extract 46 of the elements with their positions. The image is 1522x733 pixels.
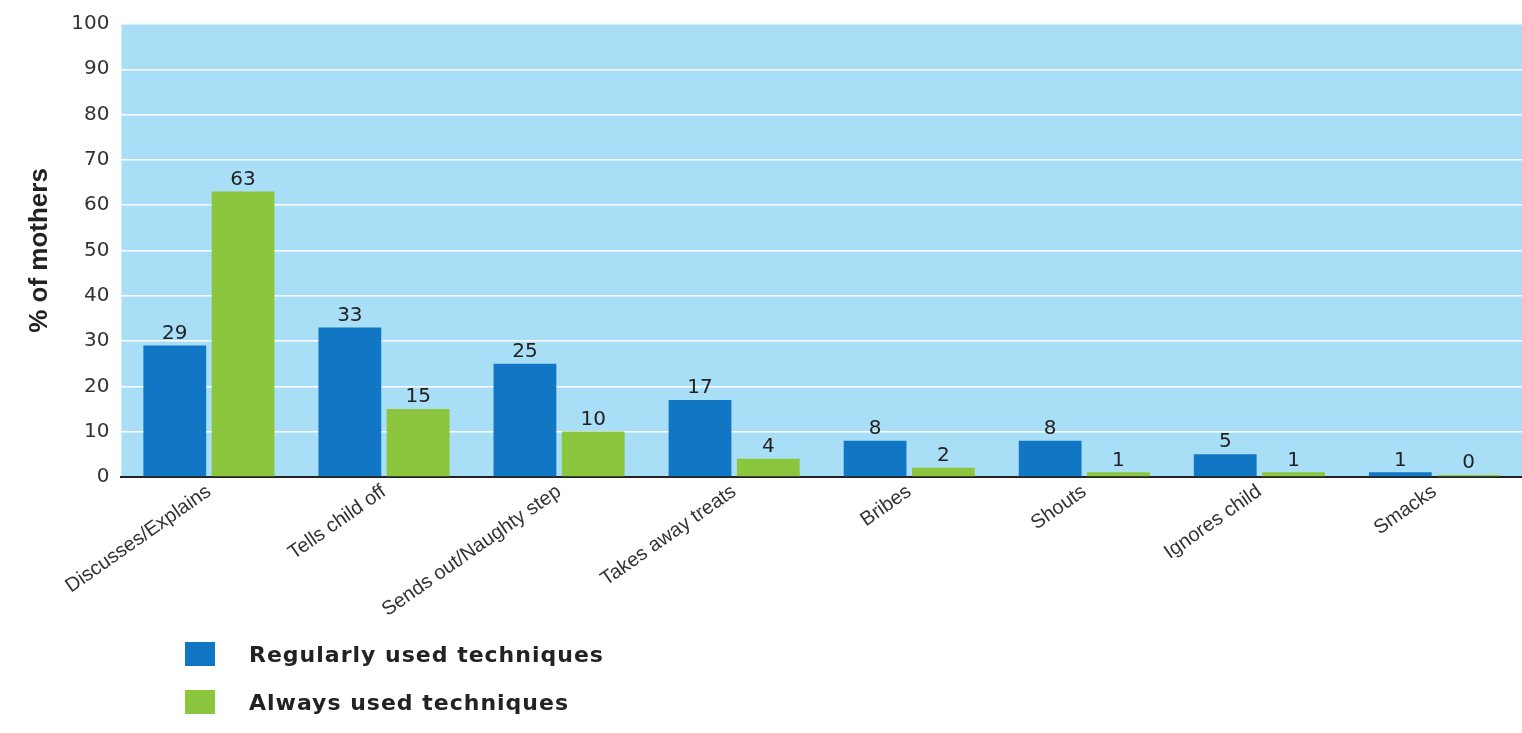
bar xyxy=(386,408,450,477)
data-label: 10 xyxy=(580,405,606,430)
data-label: 8 xyxy=(868,414,882,439)
data-label: 29 xyxy=(162,319,188,344)
bar xyxy=(1018,440,1082,477)
bar xyxy=(843,440,907,477)
x-tick-label: Tells child off xyxy=(283,479,390,563)
data-label: 2 xyxy=(937,442,950,467)
bar xyxy=(668,399,732,477)
bar xyxy=(318,327,382,477)
bar xyxy=(143,345,207,477)
y-tick-label: 70 xyxy=(83,146,110,171)
data-label: 25 xyxy=(512,337,538,362)
bar xyxy=(1262,472,1325,477)
y-tick-label: 20 xyxy=(83,372,110,397)
bar xyxy=(561,431,625,477)
bar xyxy=(493,363,557,477)
data-label: 33 xyxy=(337,301,363,326)
data-label: 17 xyxy=(687,374,713,399)
y-tick-label: 40 xyxy=(83,281,110,306)
bar xyxy=(1087,472,1150,477)
data-label: 4 xyxy=(761,432,775,457)
data-label: 1 xyxy=(1112,446,1125,471)
y-axis-title: % of mothers xyxy=(22,168,53,333)
bar xyxy=(1193,454,1257,477)
y-tick-label: 60 xyxy=(83,191,110,216)
bar xyxy=(911,467,975,477)
data-label: 0 xyxy=(1462,449,1475,474)
bar xyxy=(211,191,275,477)
y-tick-label: 0 xyxy=(96,463,110,488)
y-tick-label: 80 xyxy=(83,100,110,125)
legend-label: Regularly used techniques xyxy=(249,641,604,667)
data-label: 5 xyxy=(1218,428,1232,453)
y-tick-label: 10 xyxy=(83,417,110,442)
data-label: 1 xyxy=(1287,446,1300,471)
data-label: 8 xyxy=(1043,414,1057,439)
data-label: 1 xyxy=(1393,446,1407,471)
y-tick-label: 50 xyxy=(83,236,110,261)
data-label: 63 xyxy=(230,165,256,190)
bar xyxy=(736,458,800,477)
y-tick-label: 100 xyxy=(71,10,110,35)
bar xyxy=(1368,472,1432,477)
legend-label: Always used techniques xyxy=(249,689,570,715)
data-label: 15 xyxy=(405,383,431,408)
y-tick-label: 90 xyxy=(83,55,110,80)
y-tick-label: 30 xyxy=(83,327,110,352)
